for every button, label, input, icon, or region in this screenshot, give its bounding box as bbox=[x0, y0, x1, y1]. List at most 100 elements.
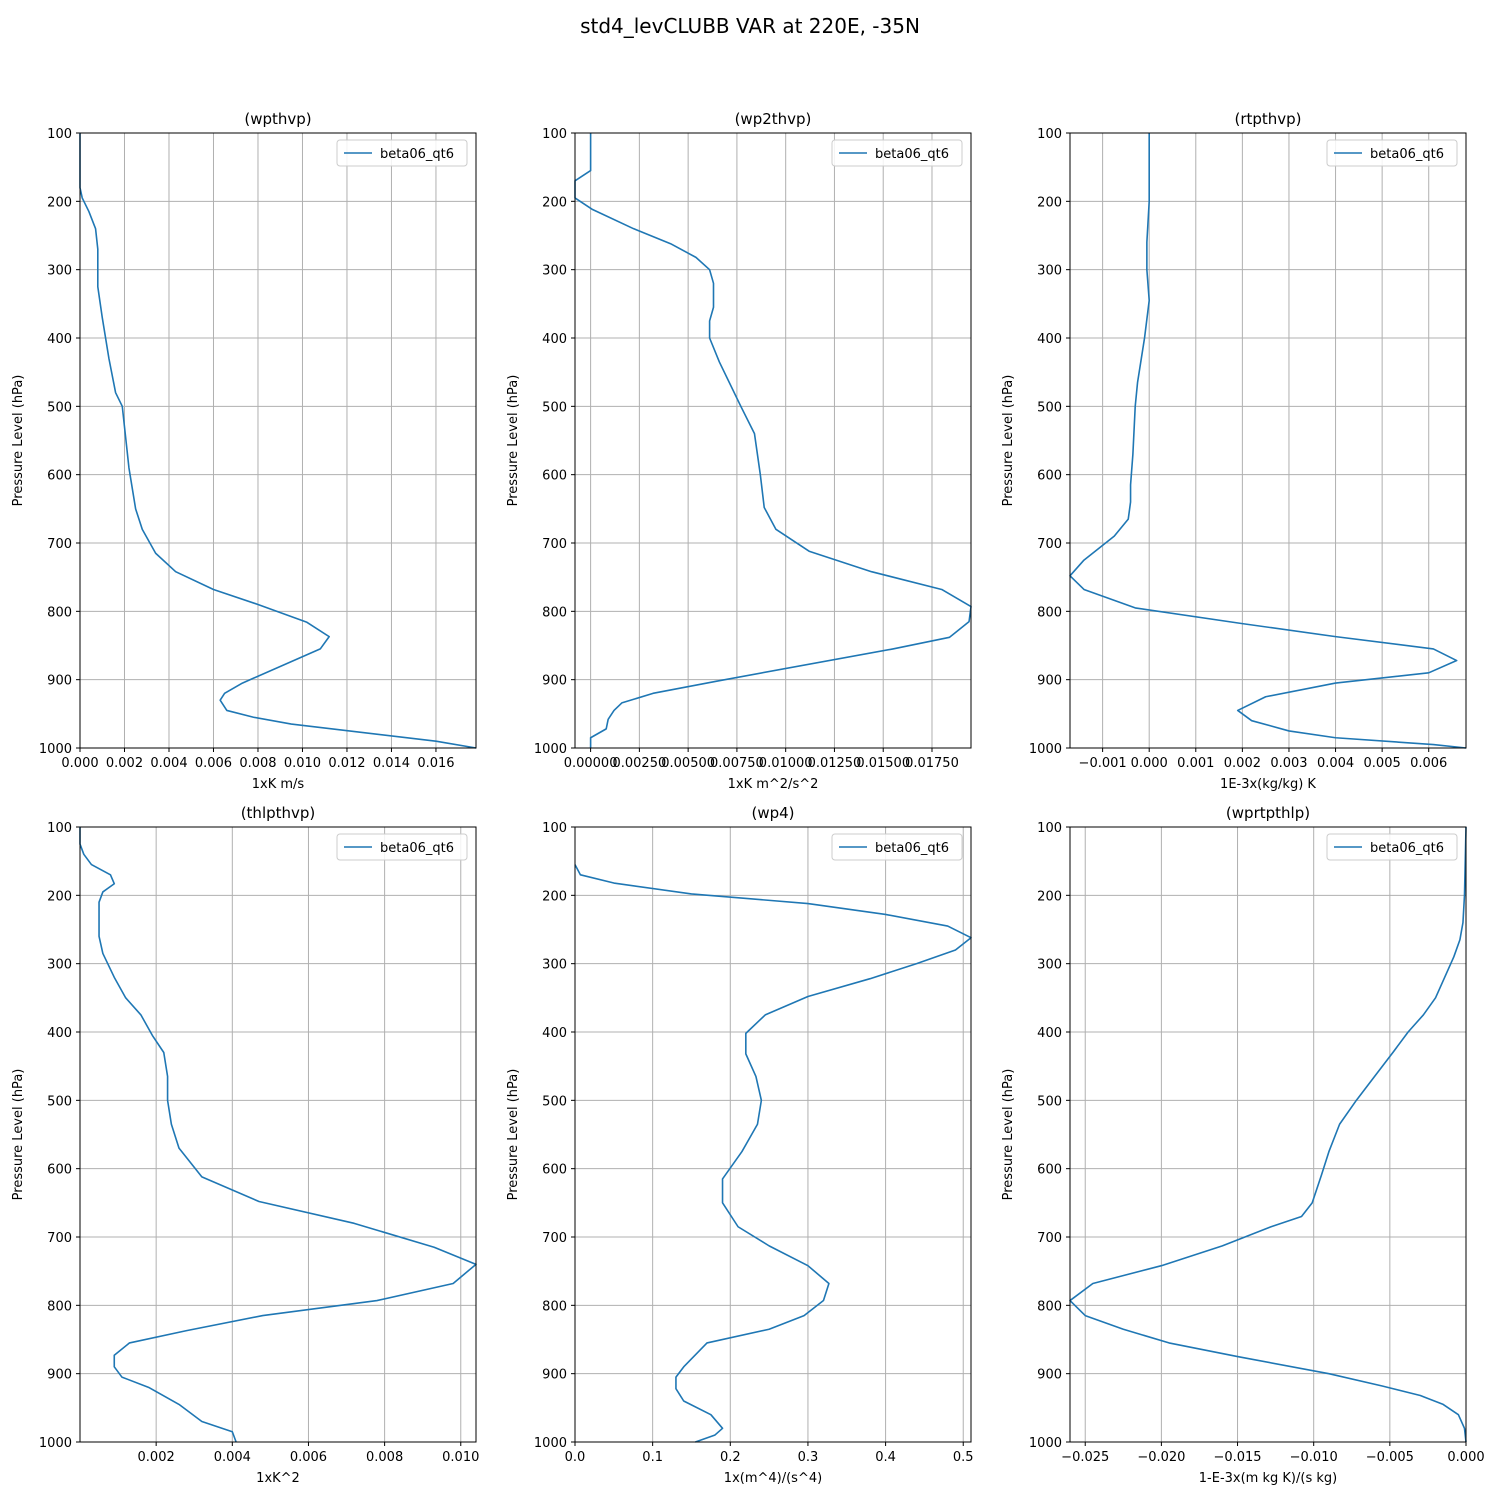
x-tick-label: 0.003 bbox=[1270, 756, 1307, 771]
series-line-0 bbox=[574, 864, 972, 1443]
legend-label: beta06_qt6 bbox=[380, 841, 454, 856]
y-axis-label: Pressure Level (hPa) bbox=[11, 375, 26, 507]
axes-frame bbox=[574, 132, 972, 749]
y-tick-label: 300 bbox=[1037, 958, 1062, 973]
x-tick-label: 0.014 bbox=[373, 756, 410, 771]
x-tick-label: 0.006 bbox=[1410, 756, 1447, 771]
y-tick-label: 900 bbox=[542, 1368, 567, 1383]
legend-label: beta06_qt6 bbox=[380, 147, 454, 162]
y-tick-label: 100 bbox=[542, 127, 567, 142]
y-tick-label: 400 bbox=[542, 332, 567, 347]
x-tick-label: 0.1 bbox=[642, 1450, 663, 1465]
x-tick-label: −0.001 bbox=[1079, 756, 1127, 771]
x-axis-label: 1x(m^4)/(s^4) bbox=[724, 1471, 822, 1486]
x-tick-label: 0.002 bbox=[138, 1450, 175, 1465]
x-tick-label: 0.0 bbox=[565, 1450, 586, 1465]
x-tick-label: 0.000 bbox=[61, 756, 98, 771]
legend-label: beta06_qt6 bbox=[875, 147, 949, 162]
x-tick-label: −0.015 bbox=[1213, 1450, 1261, 1465]
legend-box bbox=[831, 139, 963, 167]
y-tick-label: 900 bbox=[47, 1368, 72, 1383]
x-tick-label: −0.005 bbox=[1366, 1450, 1414, 1465]
y-tick-label: 400 bbox=[542, 1026, 567, 1041]
y-tick-label: 1000 bbox=[39, 1436, 72, 1451]
legend-box bbox=[1326, 833, 1458, 861]
y-tick-label: 700 bbox=[1037, 1231, 1062, 1246]
y-tick-label: 400 bbox=[47, 332, 72, 347]
x-tick-label: 0.010 bbox=[284, 756, 321, 771]
subplot-1: 0.000 0.002 0.004 0.006 0.008 0.010 0.012 0.014… bbox=[11, 110, 477, 792]
y-tick-label: 600 bbox=[542, 469, 567, 484]
legend-label: beta06_qt6 bbox=[875, 841, 949, 856]
y-tick-label: 1000 bbox=[39, 742, 72, 757]
y-tick-label: 300 bbox=[1037, 264, 1062, 279]
y-tick-label: 100 bbox=[1037, 821, 1062, 836]
y-tick-label: 800 bbox=[542, 1299, 567, 1314]
x-tick-label: 0.01750 bbox=[905, 756, 959, 771]
axes-frame bbox=[79, 826, 477, 1443]
y-tick-label: 100 bbox=[542, 821, 567, 836]
panel-title: (wprtpthlp) bbox=[1226, 804, 1310, 822]
x-tick-label: 0.5 bbox=[953, 1450, 974, 1465]
y-tick-label: 200 bbox=[47, 889, 72, 904]
x-axis-label: 1xK m/s bbox=[252, 777, 305, 792]
y-tick-label: 800 bbox=[47, 1299, 72, 1314]
y-axis-label: Pressure Level (hPa) bbox=[1001, 1069, 1016, 1201]
y-tick-label: 600 bbox=[542, 1163, 567, 1178]
y-tick-label: 400 bbox=[1037, 332, 1062, 347]
series-line-0 bbox=[1069, 826, 1467, 1443]
y-tick-label: 1000 bbox=[1029, 1436, 1062, 1451]
legend-label: beta06_qt6 bbox=[1370, 147, 1444, 162]
y-tick-label: 900 bbox=[47, 674, 72, 689]
series-line-0 bbox=[574, 133, 972, 748]
y-axis-label: Pressure Level (hPa) bbox=[506, 1069, 521, 1201]
series-line-0 bbox=[79, 133, 477, 749]
x-tick-label: 0.00750 bbox=[710, 756, 764, 771]
axes-frame bbox=[1069, 132, 1467, 749]
y-tick-label: 800 bbox=[542, 605, 567, 620]
y-tick-label: 300 bbox=[542, 264, 567, 279]
x-tick-label: 0.004 bbox=[150, 756, 187, 771]
y-tick-label: 600 bbox=[47, 469, 72, 484]
x-tick-label: 0.01500 bbox=[856, 756, 910, 771]
y-axis-label: Pressure Level (hPa) bbox=[506, 375, 521, 507]
y-tick-label: 100 bbox=[47, 821, 72, 836]
x-tick-label: 0.008 bbox=[366, 1450, 403, 1465]
y-tick-label: 800 bbox=[1037, 1299, 1062, 1314]
x-tick-label: −0.025 bbox=[1061, 1450, 1109, 1465]
subplot-4: 0.002 0.004 0.006 0.008 0.010 100 200 300 400 500… bbox=[11, 804, 479, 1486]
x-tick-label: 0.004 bbox=[1317, 756, 1354, 771]
x-tick-label: 0.4 bbox=[875, 1450, 896, 1465]
y-tick-label: 1000 bbox=[534, 742, 567, 757]
y-tick-label: 200 bbox=[542, 889, 567, 904]
x-tick-label: 0.00250 bbox=[612, 756, 666, 771]
series-line-0 bbox=[79, 827, 477, 1443]
axes-frame bbox=[1069, 826, 1467, 1443]
x-tick-label: 0.002 bbox=[1224, 756, 1261, 771]
y-tick-label: 900 bbox=[542, 674, 567, 689]
panel-title: (wp4) bbox=[751, 804, 794, 822]
x-tick-label: 0.01000 bbox=[759, 756, 813, 771]
x-axis-label: 1E-3x(kg/kg) K bbox=[1220, 777, 1316, 792]
subplot-6: −0.025 −0.020 −0.015 −0.010 −0.005 0.000 100 20… bbox=[1001, 804, 1485, 1486]
x-tick-label: 0.004 bbox=[214, 1450, 251, 1465]
y-tick-label: 500 bbox=[47, 400, 72, 415]
y-tick-label: 500 bbox=[1037, 400, 1062, 415]
y-tick-label: 900 bbox=[1037, 1368, 1062, 1383]
subplot-5: 0.0 0.1 0.2 0.3 0.4 0.5 100 200 300 400 500 600 700 8… bbox=[506, 804, 974, 1486]
x-tick-label: 0.005 bbox=[1364, 756, 1401, 771]
y-tick-label: 400 bbox=[1037, 1026, 1062, 1041]
y-tick-label: 700 bbox=[47, 537, 72, 552]
y-tick-label: 300 bbox=[47, 264, 72, 279]
y-tick-label: 500 bbox=[47, 1094, 72, 1109]
y-tick-label: 200 bbox=[1037, 889, 1062, 904]
y-tick-label: 200 bbox=[47, 195, 72, 210]
y-tick-label: 300 bbox=[47, 958, 72, 973]
series-line-0 bbox=[1069, 133, 1467, 749]
y-tick-label: 400 bbox=[47, 1026, 72, 1041]
legend-box bbox=[1326, 139, 1458, 167]
x-axis-label: 1xK m^2/s^2 bbox=[728, 777, 819, 792]
x-tick-label: 0.010 bbox=[442, 1450, 479, 1465]
